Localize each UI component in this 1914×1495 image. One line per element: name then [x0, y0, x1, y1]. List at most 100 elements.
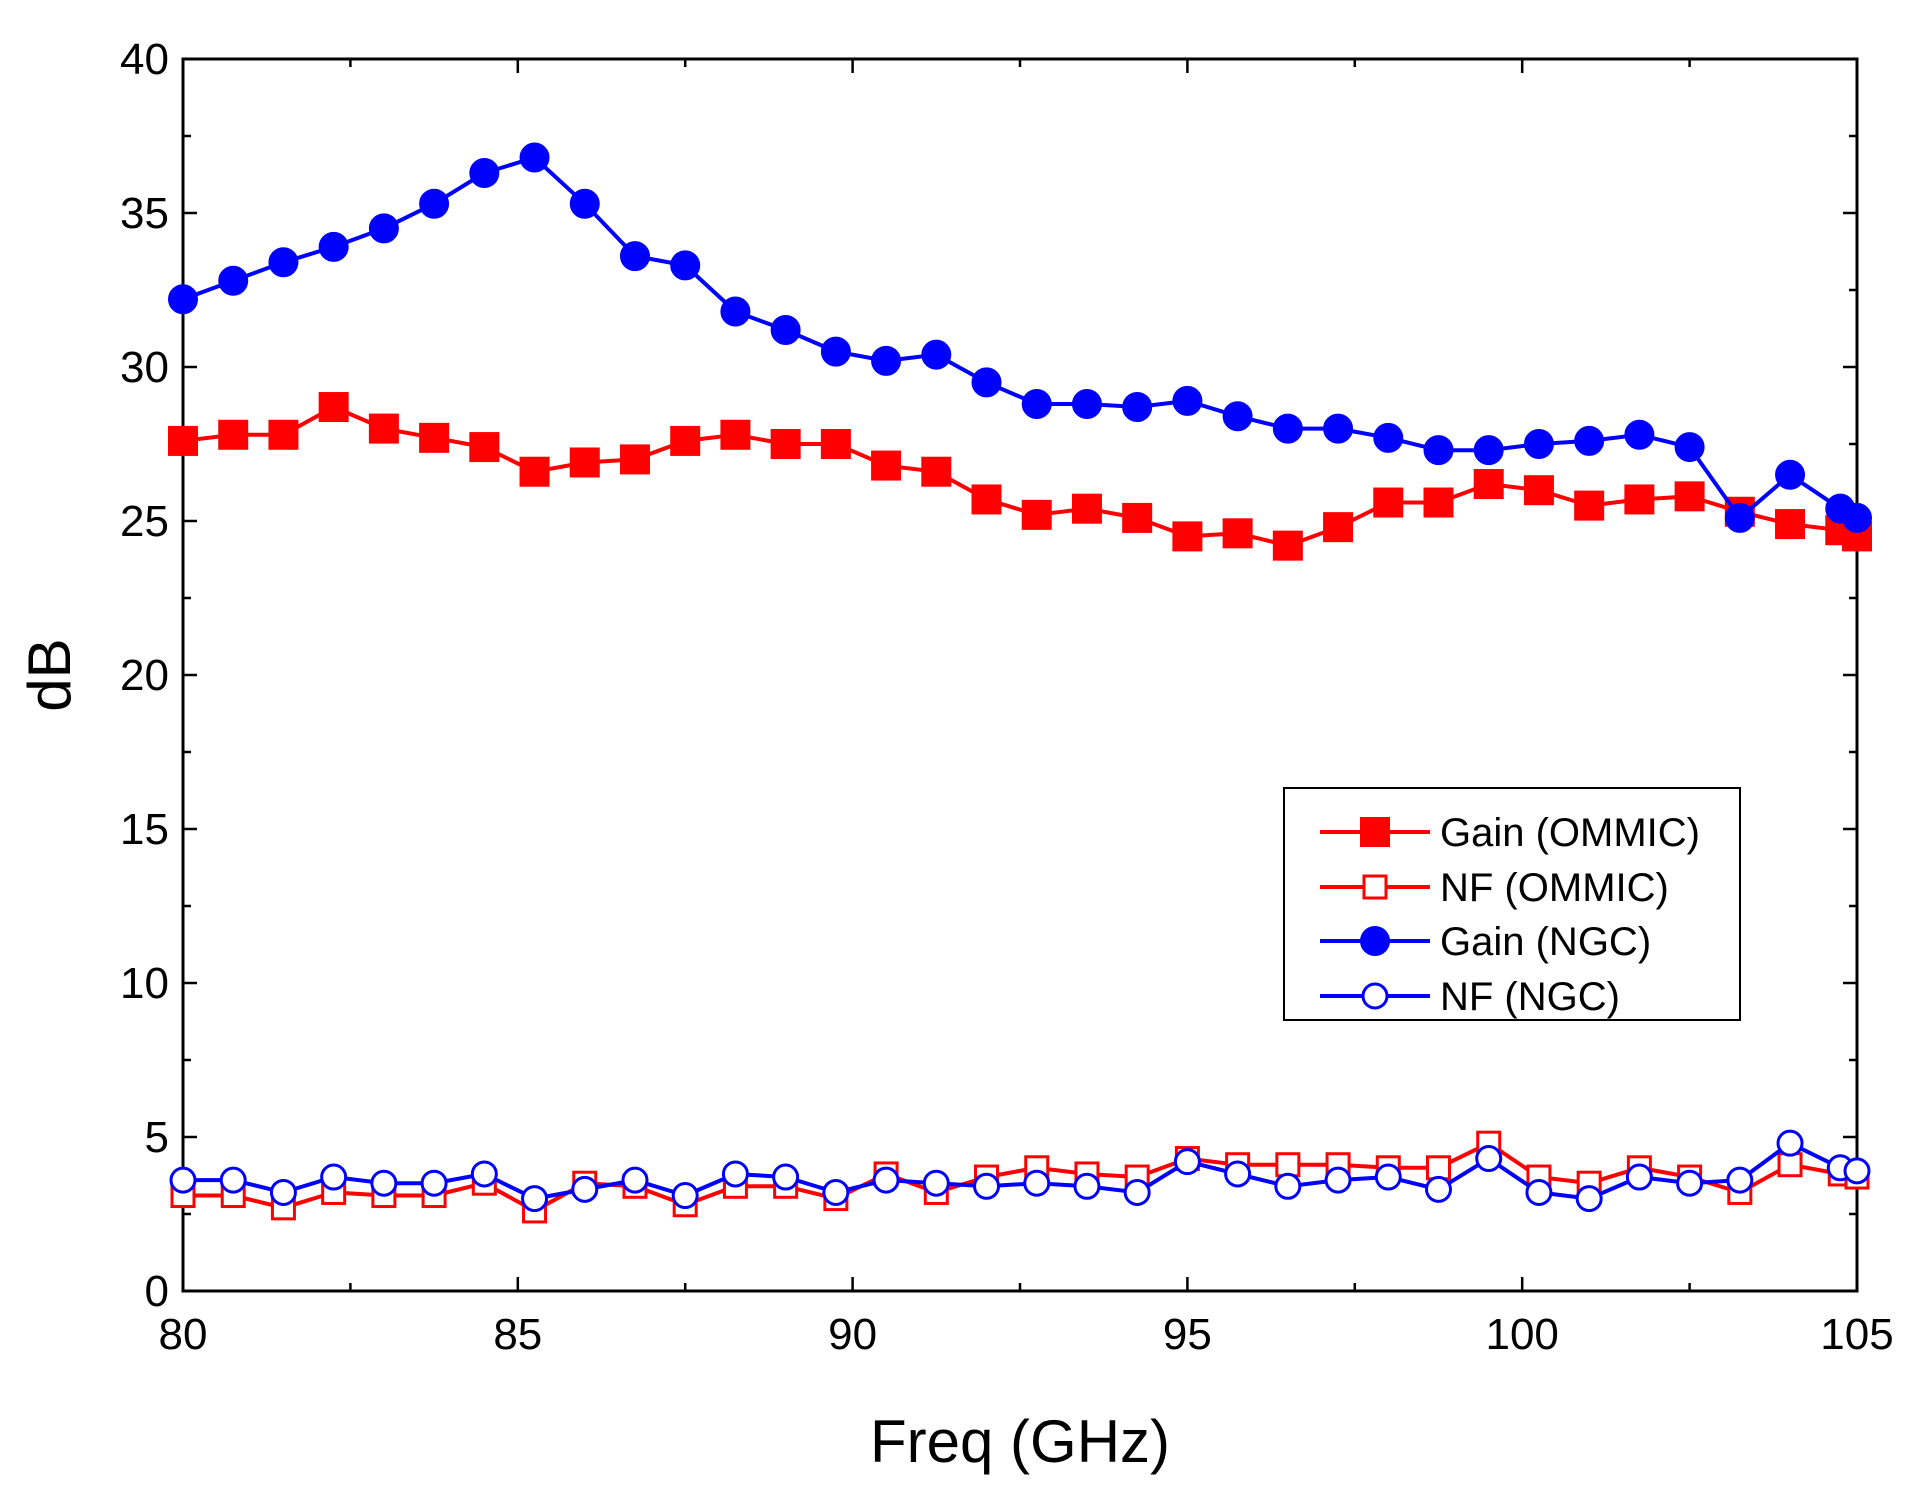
legend-marker: [1360, 926, 1390, 956]
y-axis-label: dB: [16, 638, 83, 711]
data-point: [1575, 1185, 1603, 1213]
data-point: [1071, 388, 1102, 419]
legend-label: Gain (NGC): [1440, 920, 1651, 964]
data-point: [1674, 481, 1705, 512]
data-point: [1023, 1169, 1051, 1197]
y-tick-label: 30: [120, 343, 169, 392]
legend-label: NF (NGC): [1440, 975, 1620, 1019]
data-point: [469, 432, 500, 463]
data-point: [671, 1182, 699, 1210]
data-point: [1224, 1160, 1252, 1188]
data-point: [1374, 1163, 1402, 1191]
data-point: [521, 1185, 549, 1213]
data-point: [1525, 1178, 1553, 1206]
series-gain-ommic: [168, 392, 1872, 561]
data-point: [721, 1160, 749, 1188]
data-point: [1843, 1157, 1871, 1185]
data-point: [469, 157, 500, 188]
y-tick-label: 5: [145, 1113, 169, 1162]
data-point: [470, 1160, 498, 1188]
data-point: [419, 188, 450, 219]
y-tick-label: 20: [120, 651, 169, 700]
data-point: [1726, 1166, 1754, 1194]
data-point: [1323, 413, 1354, 444]
data-point: [318, 231, 349, 262]
data-point: [1021, 388, 1052, 419]
data-point: [770, 429, 801, 459]
y-tick-label: 25: [120, 497, 169, 546]
data-point: [971, 367, 1002, 398]
x-tick-label: 80: [159, 1310, 208, 1359]
data-point: [1776, 1129, 1804, 1157]
y-tick-label: 35: [120, 189, 169, 238]
data-point: [1222, 518, 1253, 549]
data-point: [419, 422, 450, 453]
data-point: [1775, 459, 1806, 490]
x-tick-label: 85: [493, 1310, 542, 1359]
series-gain-ngc: [168, 142, 1872, 533]
data-point: [1473, 469, 1504, 500]
data-point: [1423, 435, 1454, 466]
data-point: [1021, 499, 1052, 530]
data-point: [922, 1169, 950, 1197]
data-point: [1073, 1172, 1101, 1200]
data-point: [1324, 1166, 1352, 1194]
y-tick-label: 40: [120, 35, 169, 84]
x-tick-label: 95: [1163, 1310, 1212, 1359]
data-point: [1473, 435, 1504, 466]
legend-marker: [1362, 874, 1388, 900]
x-tick-label: 90: [828, 1310, 877, 1359]
data-point: [1222, 401, 1253, 432]
data-point: [1071, 493, 1102, 524]
data-point: [872, 1166, 900, 1194]
data-point: [1425, 1175, 1452, 1203]
data-point: [569, 447, 600, 478]
data-point: [1674, 432, 1705, 463]
data-point: [1574, 490, 1605, 521]
data-point: [1323, 512, 1354, 543]
data-point: [1625, 1163, 1653, 1191]
data-point: [619, 444, 650, 475]
legend-marker: [1360, 817, 1390, 847]
data-point: [169, 1166, 197, 1194]
data-point: [621, 1166, 649, 1194]
data-point: [1426, 1155, 1451, 1181]
data-point: [1842, 502, 1872, 533]
data-point: [218, 419, 249, 450]
data-point: [168, 284, 198, 315]
data-point: [921, 339, 952, 370]
legend: Gain (OMMIC) NF (OMMIC) Gain (NGC) NF (NGC): [1283, 787, 1741, 1021]
data-point: [1172, 385, 1203, 416]
data-point: [1423, 487, 1454, 518]
data-point: [1777, 1152, 1803, 1178]
data-point: [1122, 502, 1153, 533]
x-tick-label: 100: [1485, 1310, 1558, 1359]
data-point: [168, 425, 198, 456]
legend-marker: [1361, 982, 1389, 1010]
data-point: [1523, 429, 1554, 459]
data-point: [820, 429, 851, 459]
data-point: [820, 336, 851, 367]
data-point: [1574, 425, 1605, 456]
data-point: [519, 456, 550, 487]
data-point: [320, 1163, 348, 1191]
y-tick-label: 10: [120, 959, 169, 1008]
y-tick-label: 0: [145, 1267, 169, 1316]
data-point: [772, 1163, 800, 1191]
series-nf-ngc: [169, 1129, 1871, 1213]
data-point: [318, 392, 349, 423]
data-point: [569, 188, 600, 219]
data-point: [1523, 475, 1554, 506]
data-point: [619, 241, 650, 272]
data-point: [670, 250, 701, 281]
series-layer: [168, 142, 1872, 1224]
plot-frame: [181, 57, 1859, 1293]
data-point: [720, 296, 751, 327]
legend-label: NF (OMMIC): [1440, 866, 1669, 910]
data-point: [871, 450, 902, 481]
data-point: [1275, 1152, 1301, 1178]
data-point: [720, 419, 751, 450]
data-point: [268, 247, 299, 278]
data-point: [1173, 1148, 1201, 1176]
